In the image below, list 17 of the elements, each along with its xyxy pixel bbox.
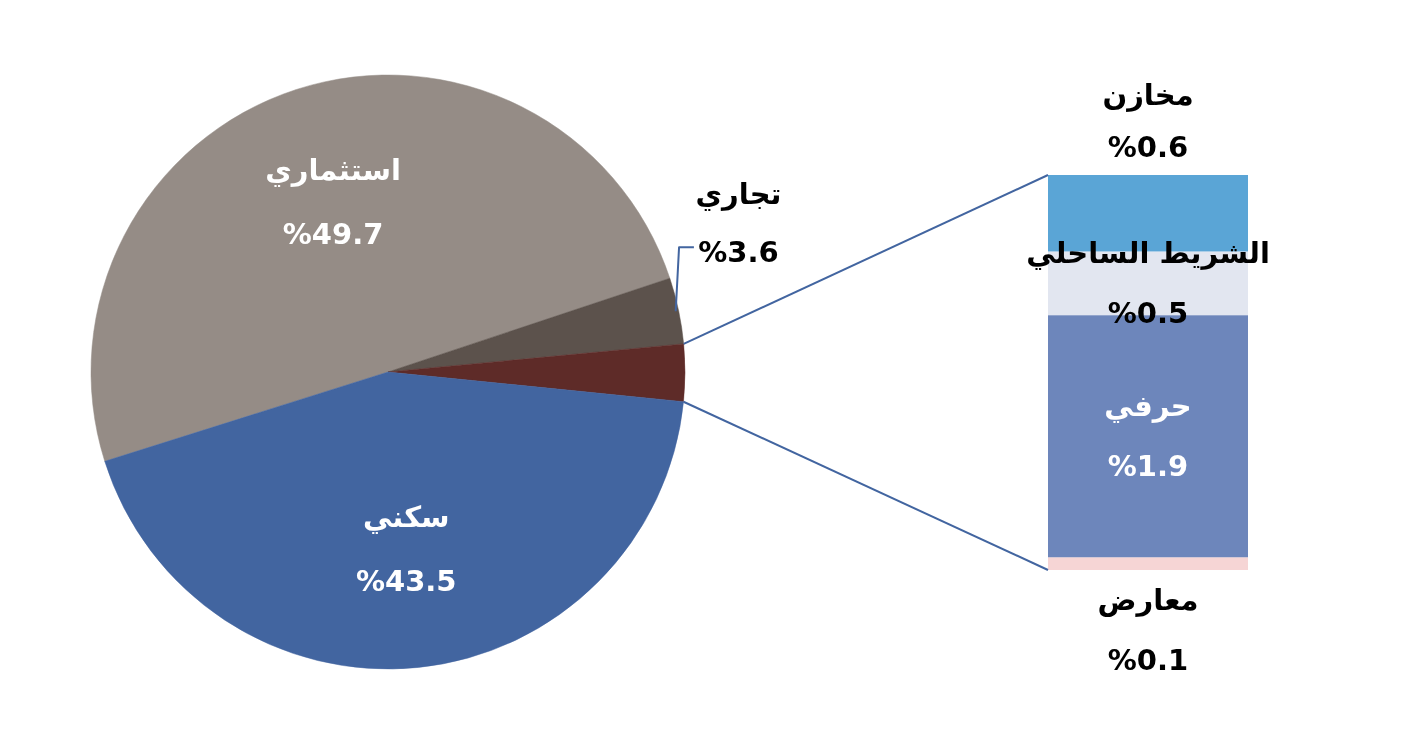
series-label: معارض [1097,583,1199,617]
text: مخازن [1102,78,1194,112]
data-label: %49.7 [282,217,384,252]
pie-slice [91,74,671,462]
data-label: %0.5 [1107,296,1189,331]
data-label: %0.1 [1107,643,1189,677]
data-label: %0.6 [1107,130,1189,164]
slice-label: سكني [362,500,450,535]
slice-label: تجاري [695,176,782,211]
data-label: %43.5 [355,564,457,599]
data-label: %1.9 [1107,449,1189,484]
pie-slice [387,343,686,402]
data-label: %3.6 [698,234,779,269]
bar [1048,557,1248,570]
slice-label: استثماري [265,153,401,188]
series-label: حرفي [1104,389,1192,424]
pie-slice [387,278,684,373]
